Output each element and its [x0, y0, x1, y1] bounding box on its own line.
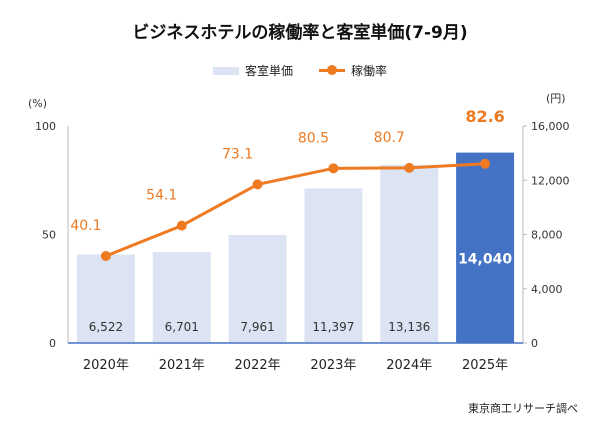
- rate-line: [105, 162, 486, 258]
- legend-swatch-bar: [212, 66, 239, 75]
- left-axis-unit: (%): [28, 97, 48, 110]
- bar-2025年: [456, 152, 515, 343]
- right-tick-label: 12,000: [531, 174, 570, 187]
- chart-title: ビジネスホテルの稼働率と客室単価(7-9月): [132, 23, 468, 43]
- bar-2023年: [304, 188, 363, 343]
- rate-point: [404, 162, 415, 173]
- right-tick-label: 0: [531, 337, 538, 350]
- legend-label: 稼働率: [351, 64, 388, 78]
- rate-point: [480, 158, 491, 169]
- bar-2020年: [76, 254, 135, 343]
- left-tick-label: 100: [35, 120, 56, 133]
- right-tick-label: 4,000: [531, 283, 563, 296]
- rate-label: 54.1: [146, 188, 177, 204]
- legend-item-price: 客室単価: [212, 62, 293, 79]
- right-tick-label: 16,000: [531, 120, 570, 133]
- rate-point: [176, 220, 187, 231]
- legend: 客室単価 稼働率: [0, 62, 600, 79]
- rate-label: 40.1: [70, 218, 101, 234]
- legend-label: 客室単価: [244, 64, 293, 78]
- rate-label: 80.7: [374, 130, 405, 146]
- rate-point: [100, 250, 111, 261]
- bar-2024年: [380, 164, 439, 343]
- bar-label: 6,701: [165, 320, 199, 334]
- x-tick-label: 2023年: [310, 358, 356, 373]
- rate-point: [252, 179, 263, 190]
- legend-item-rate: 稼働率: [319, 62, 387, 79]
- bar-label: 13,136: [388, 320, 430, 334]
- rate-label: 82.6: [465, 107, 504, 126]
- x-tick-label: 2025年: [462, 358, 508, 373]
- bar-label: 14,040: [458, 251, 512, 267]
- rate-label: 80.5: [298, 130, 329, 146]
- rate-point: [328, 163, 339, 174]
- bar-label: 11,397: [312, 320, 354, 334]
- x-tick-label: 2020年: [83, 358, 129, 373]
- x-tick-label: 2021年: [159, 358, 205, 373]
- legend-swatch-line: [319, 65, 345, 75]
- left-tick-label: 0: [49, 337, 56, 350]
- right-axis-unit: (円): [546, 92, 566, 105]
- x-tick-label: 2024年: [386, 358, 432, 373]
- bar-2022年: [228, 235, 287, 343]
- right-tick-label: 8,000: [531, 229, 563, 242]
- bar-label: 7,961: [240, 320, 274, 334]
- rate-label: 73.1: [222, 146, 253, 162]
- left-tick-label: 50: [42, 229, 56, 242]
- source-note: 東京商工リサーチ調べ: [468, 402, 578, 415]
- bar-label: 6,522: [89, 320, 123, 334]
- bar-2021年: [152, 252, 211, 343]
- x-tick-label: 2022年: [235, 358, 281, 373]
